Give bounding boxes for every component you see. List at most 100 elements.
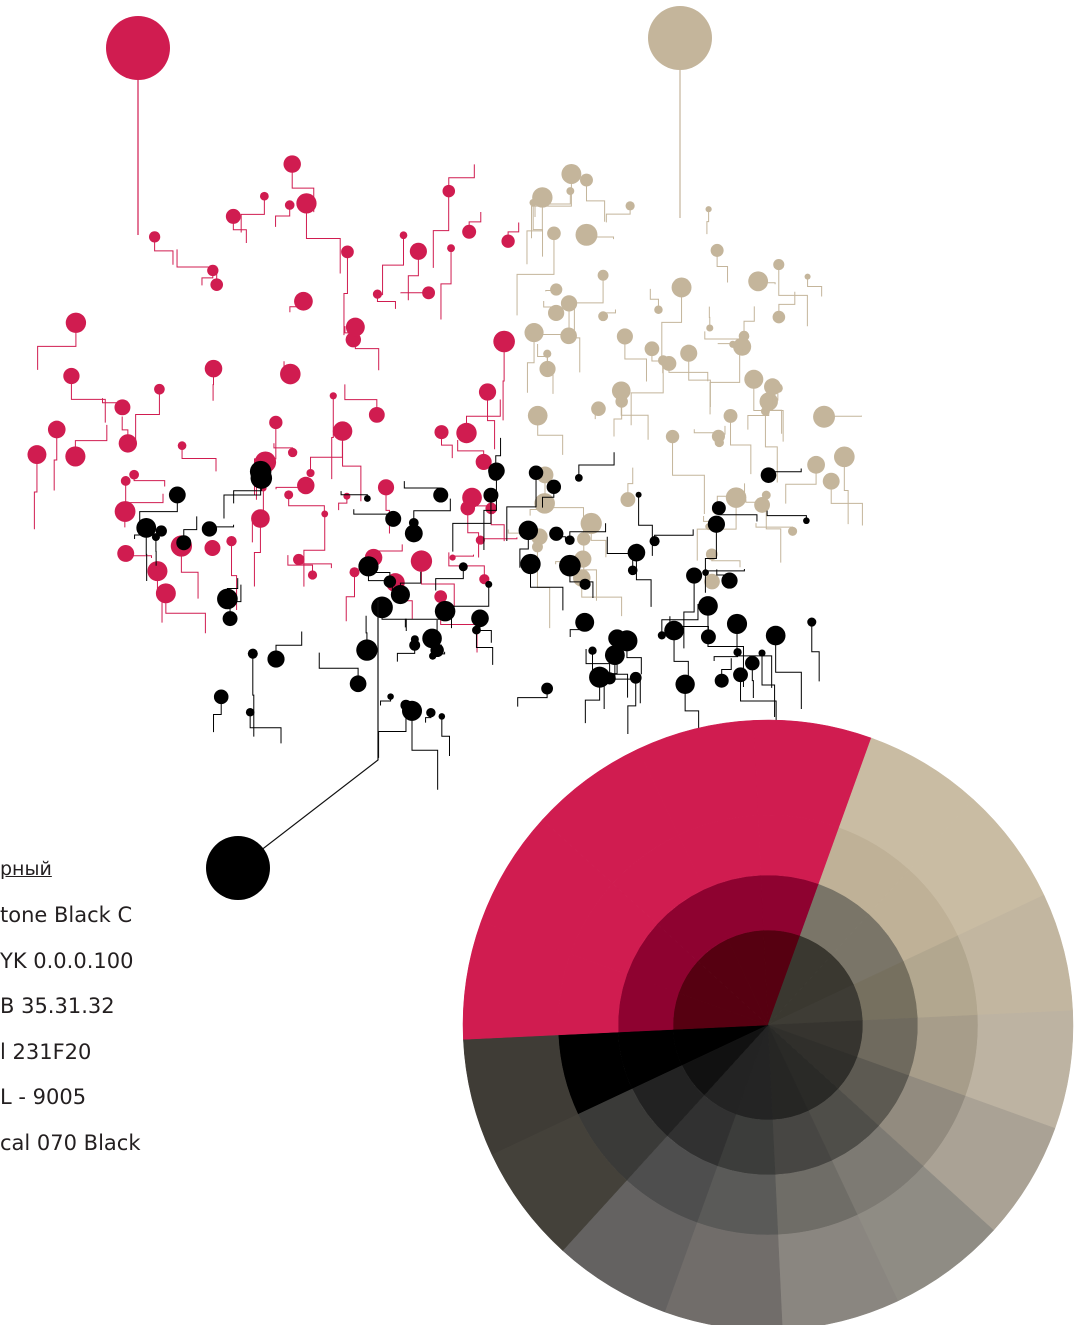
node: [745, 656, 760, 671]
node: [712, 430, 725, 443]
node: [202, 521, 217, 536]
node: [156, 583, 176, 603]
trace: [412, 711, 438, 790]
node: [666, 430, 679, 443]
node: [178, 441, 187, 450]
node: [706, 324, 713, 331]
trace: [54, 430, 57, 491]
node: [549, 527, 563, 541]
node: [294, 292, 313, 311]
node: [658, 631, 666, 639]
node: [501, 235, 514, 248]
trace: [586, 180, 604, 222]
artwork: [0, 0, 1083, 1325]
circuit-brain: [27, 155, 862, 789]
node: [733, 648, 741, 656]
node: [176, 535, 191, 550]
node: [773, 259, 784, 270]
trace: [177, 249, 217, 284]
node: [308, 570, 317, 579]
trace: [756, 523, 793, 531]
node: [385, 511, 401, 527]
trace: [250, 712, 281, 743]
trace: [607, 537, 632, 571]
node: [479, 383, 496, 400]
spec-line: B 35.31.32: [0, 994, 115, 1018]
node: [739, 331, 750, 342]
node: [575, 613, 594, 632]
trace: [442, 716, 450, 756]
trace: [71, 376, 105, 423]
node: [387, 693, 393, 699]
trace: [579, 452, 614, 478]
node: [356, 639, 377, 660]
black-node: [206, 836, 270, 900]
node: [529, 199, 536, 206]
node: [672, 278, 692, 298]
node: [744, 370, 763, 389]
node: [439, 713, 446, 720]
node: [550, 283, 562, 295]
trace: [182, 446, 216, 472]
trace: [476, 630, 492, 665]
spec-line: tone Black C: [0, 903, 132, 927]
node: [834, 447, 855, 468]
node: [400, 231, 408, 239]
node: [701, 629, 716, 644]
node: [280, 364, 301, 385]
stem: [238, 600, 378, 868]
spec-line: cal 070 Black: [0, 1131, 141, 1155]
node: [762, 491, 771, 500]
node: [459, 562, 468, 571]
trace: [503, 342, 504, 421]
node: [721, 572, 737, 588]
node: [561, 164, 581, 184]
node: [293, 554, 304, 565]
node: [226, 536, 236, 546]
node: [543, 350, 551, 358]
node: [246, 708, 255, 717]
node: [726, 487, 747, 508]
node: [706, 206, 712, 212]
trace: [253, 654, 254, 737]
trace: [254, 519, 260, 587]
node: [737, 347, 743, 353]
trace: [346, 572, 354, 621]
trace: [517, 233, 554, 315]
node: [485, 581, 492, 588]
trace: [468, 508, 479, 557]
page: рный tone Black CYK 0.0.0.100B 35.31.32l…: [0, 0, 1083, 1325]
node: [807, 617, 816, 626]
card-title: рный: [0, 858, 52, 880]
node: [766, 626, 786, 646]
node: [580, 579, 591, 590]
node: [358, 556, 378, 576]
node: [65, 446, 85, 466]
trace: [767, 511, 806, 521]
node: [547, 227, 561, 241]
node: [260, 192, 269, 201]
node: [628, 544, 646, 562]
node: [575, 474, 583, 482]
node: [760, 392, 778, 410]
node: [346, 318, 365, 337]
node: [447, 244, 455, 252]
node: [712, 501, 726, 515]
node: [805, 274, 811, 280]
trace: [547, 354, 553, 394]
node: [136, 518, 156, 538]
node: [711, 244, 724, 257]
node: [566, 187, 574, 195]
trace: [441, 248, 451, 319]
trace: [306, 203, 340, 273]
node: [410, 243, 427, 260]
node: [559, 555, 581, 577]
node: [708, 516, 725, 533]
node: [63, 368, 79, 384]
node: [121, 476, 131, 486]
node: [493, 331, 515, 353]
trace: [808, 277, 822, 297]
node: [267, 651, 284, 668]
node: [519, 521, 538, 540]
trace: [812, 622, 819, 681]
